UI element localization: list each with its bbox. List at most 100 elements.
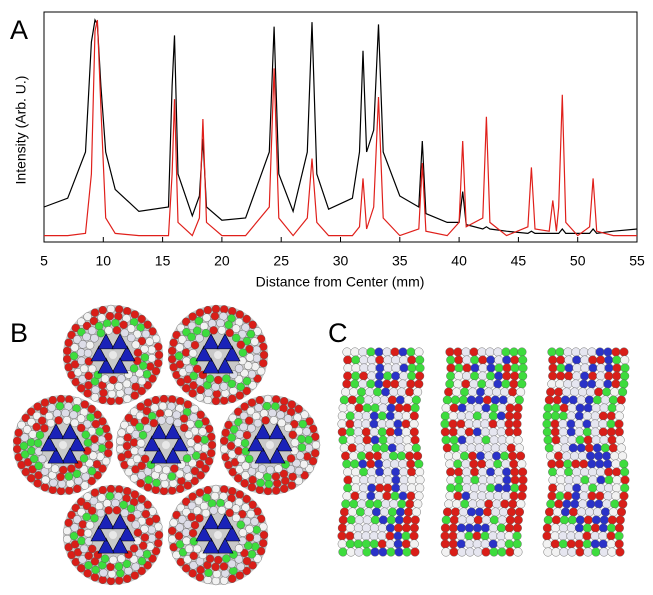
atom bbox=[518, 380, 527, 389]
atom bbox=[343, 468, 352, 477]
atom bbox=[152, 396, 160, 404]
atom bbox=[410, 420, 419, 429]
atom bbox=[585, 444, 594, 453]
atom bbox=[88, 365, 96, 373]
atom bbox=[381, 388, 390, 397]
atom bbox=[446, 348, 455, 357]
atom bbox=[305, 444, 313, 452]
atom bbox=[596, 356, 605, 365]
atom bbox=[513, 524, 522, 533]
atom bbox=[511, 476, 520, 485]
atom bbox=[148, 534, 156, 542]
atom bbox=[99, 306, 107, 314]
atom bbox=[180, 424, 188, 432]
atom bbox=[399, 380, 408, 389]
atom bbox=[94, 411, 102, 419]
atom bbox=[228, 307, 236, 315]
atom bbox=[189, 529, 197, 537]
atom bbox=[343, 492, 352, 501]
atom bbox=[146, 363, 154, 371]
atom bbox=[100, 389, 108, 397]
atom bbox=[560, 436, 569, 445]
atom bbox=[274, 465, 282, 473]
atom bbox=[446, 484, 455, 493]
atom bbox=[84, 389, 92, 397]
molecular-models bbox=[13, 305, 629, 585]
atom bbox=[211, 492, 219, 500]
atom bbox=[452, 388, 461, 397]
atom bbox=[376, 476, 385, 485]
atom bbox=[216, 499, 224, 507]
atom bbox=[588, 468, 597, 477]
atom bbox=[564, 492, 573, 501]
atom bbox=[551, 540, 560, 549]
atom bbox=[362, 532, 371, 541]
atom bbox=[513, 532, 522, 541]
atom bbox=[450, 548, 459, 557]
atom bbox=[585, 396, 594, 405]
atom bbox=[486, 372, 495, 381]
atom bbox=[188, 333, 196, 341]
atom bbox=[97, 509, 105, 517]
atom bbox=[367, 468, 376, 477]
atom bbox=[591, 532, 600, 541]
atom bbox=[370, 420, 379, 429]
atom bbox=[196, 393, 204, 401]
atom bbox=[195, 514, 203, 522]
atom bbox=[476, 452, 485, 461]
atom bbox=[497, 524, 506, 533]
atom bbox=[498, 404, 507, 413]
atom bbox=[602, 452, 611, 461]
atom bbox=[399, 468, 408, 477]
atom bbox=[467, 508, 476, 517]
atom bbox=[564, 380, 573, 389]
atom bbox=[34, 479, 42, 487]
atom bbox=[611, 500, 620, 509]
atom bbox=[117, 375, 125, 383]
atom bbox=[226, 509, 234, 517]
atom bbox=[576, 404, 585, 413]
atom bbox=[378, 420, 387, 429]
atom bbox=[490, 548, 499, 557]
atom bbox=[363, 436, 372, 445]
atom bbox=[344, 476, 353, 485]
atom bbox=[138, 447, 146, 455]
atom bbox=[572, 372, 581, 381]
atom bbox=[560, 516, 569, 525]
atom bbox=[584, 404, 593, 413]
atom bbox=[375, 356, 384, 365]
atom bbox=[143, 550, 151, 558]
atom bbox=[200, 322, 208, 330]
atom bbox=[593, 396, 602, 405]
atom bbox=[33, 423, 41, 431]
atom bbox=[604, 468, 613, 477]
atom bbox=[370, 540, 379, 549]
atom bbox=[354, 428, 363, 437]
atom bbox=[441, 540, 450, 549]
atom bbox=[389, 388, 398, 397]
atom bbox=[107, 305, 115, 313]
atom bbox=[543, 412, 552, 421]
atom bbox=[346, 524, 355, 533]
atom bbox=[347, 548, 356, 557]
atom bbox=[481, 532, 490, 541]
atom bbox=[30, 455, 38, 463]
atom bbox=[132, 383, 140, 391]
atom bbox=[156, 410, 164, 418]
atom bbox=[212, 577, 220, 585]
atom bbox=[145, 476, 153, 484]
atom bbox=[77, 564, 85, 572]
atom bbox=[78, 357, 86, 365]
atom bbox=[338, 420, 347, 429]
atom bbox=[592, 516, 601, 525]
atom bbox=[173, 411, 181, 419]
atom bbox=[176, 397, 184, 405]
atom bbox=[116, 437, 124, 445]
atom bbox=[220, 485, 228, 493]
atom bbox=[415, 380, 424, 389]
atom bbox=[564, 348, 573, 357]
atom bbox=[573, 476, 582, 485]
atom bbox=[236, 310, 244, 318]
atom bbox=[148, 354, 156, 362]
atom bbox=[127, 514, 135, 522]
